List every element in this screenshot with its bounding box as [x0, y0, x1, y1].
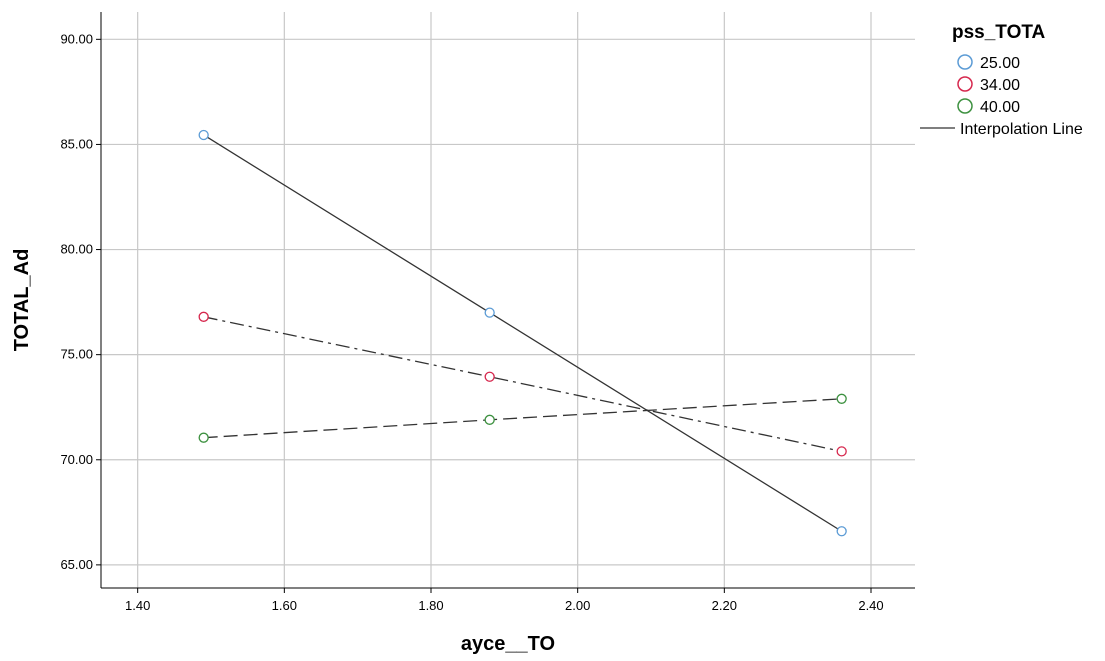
- data-point: [484, 307, 495, 318]
- y-tick-label: 75.00: [60, 347, 93, 362]
- legend-label: 40.00: [980, 99, 1020, 116]
- x-tick-label: 2.40: [858, 598, 883, 613]
- x-tick-label: 1.40: [125, 598, 150, 613]
- data-point: [836, 526, 847, 537]
- data-point: [484, 371, 495, 382]
- data-point: [836, 393, 847, 404]
- y-tick-label: 80.00: [60, 242, 93, 257]
- legend-marker: [957, 76, 973, 92]
- data-point: [198, 432, 209, 443]
- data-point: [198, 311, 209, 322]
- legend-label: 25.00: [980, 55, 1020, 72]
- series: [198, 129, 847, 537]
- x-tick-label: 1.80: [418, 598, 443, 613]
- x-tick-label: 2.20: [712, 598, 737, 613]
- ticks: 1.40 1.60 1.80 2.00 2.20 2.40 65.00 70.00 75.00 8…: [60, 31, 883, 613]
- series-line: [203, 316, 842, 452]
- data-point: [198, 129, 209, 141]
- y-tick-label: 65.00: [60, 557, 93, 572]
- legend-label: 34.00: [980, 77, 1020, 94]
- data-point: [836, 446, 847, 457]
- y-tick-label: 85.00: [60, 136, 93, 151]
- legend-marker: [957, 54, 973, 70]
- y-tick-label: 70.00: [60, 452, 93, 467]
- x-tick-label: 1.60: [272, 598, 297, 613]
- data-point: [484, 414, 495, 425]
- x-tick-label: 2.00: [565, 598, 590, 613]
- legend-line-label: Interpolation Line: [960, 121, 1083, 138]
- x-axis-title: ayce__TO: [461, 633, 555, 655]
- y-axis-title: TOTAL_Ad: [11, 249, 33, 352]
- grid: [101, 12, 915, 588]
- legend-marker: [957, 98, 973, 114]
- y-tick-label: 90.00: [60, 31, 93, 46]
- legend-title: pss_TOTA: [952, 22, 1046, 43]
- legend: pss_TOTA 25.00 34.00 40.00 Interpolation Li…: [920, 22, 1083, 138]
